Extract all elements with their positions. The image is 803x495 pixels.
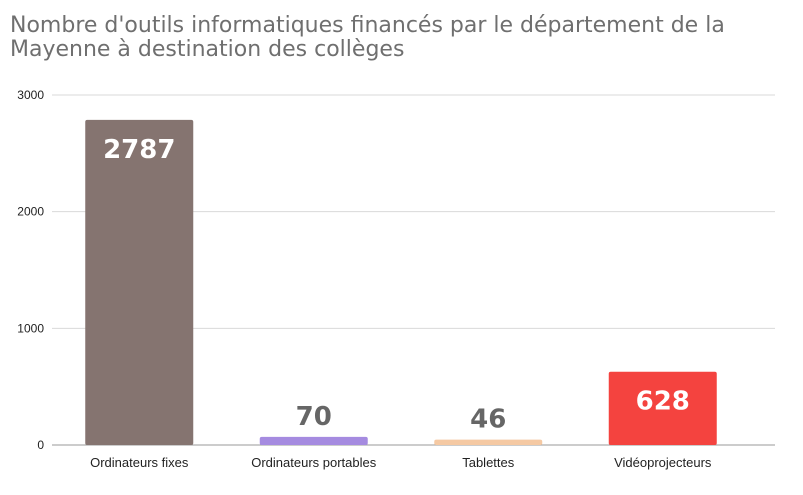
x-tick-label-3: Vidéoprojecteurs <box>614 455 712 470</box>
data-label-2: 46 <box>470 405 506 435</box>
chart-title-line-2: Mayenne à destination des collèges <box>10 37 405 62</box>
bar-2 <box>434 439 543 445</box>
bar-1 <box>259 436 368 445</box>
chart-title-line-1: Nombre d'outils informatiques financés p… <box>10 13 725 38</box>
y-tick-label-2000: 2000 <box>17 205 44 219</box>
y-tick-label-1000: 1000 <box>17 321 44 335</box>
data-label-0: 2787 <box>103 135 175 165</box>
x-tick-label-0: Ordinateurs fixes <box>90 455 189 470</box>
bar-0 <box>85 119 194 445</box>
y-tick-label-3000: 3000 <box>17 88 44 102</box>
chart-title: Nombre d'outils informatiques financés p… <box>10 14 790 62</box>
x-tick-label-1: Ordinateurs portables <box>251 455 377 470</box>
y-tick-label-0: 0 <box>37 438 44 452</box>
data-label-1: 70 <box>296 402 332 432</box>
x-tick-label-2: Tablettes <box>462 455 515 470</box>
data-label-3: 628 <box>636 387 690 417</box>
bar-3 <box>608 371 717 445</box>
